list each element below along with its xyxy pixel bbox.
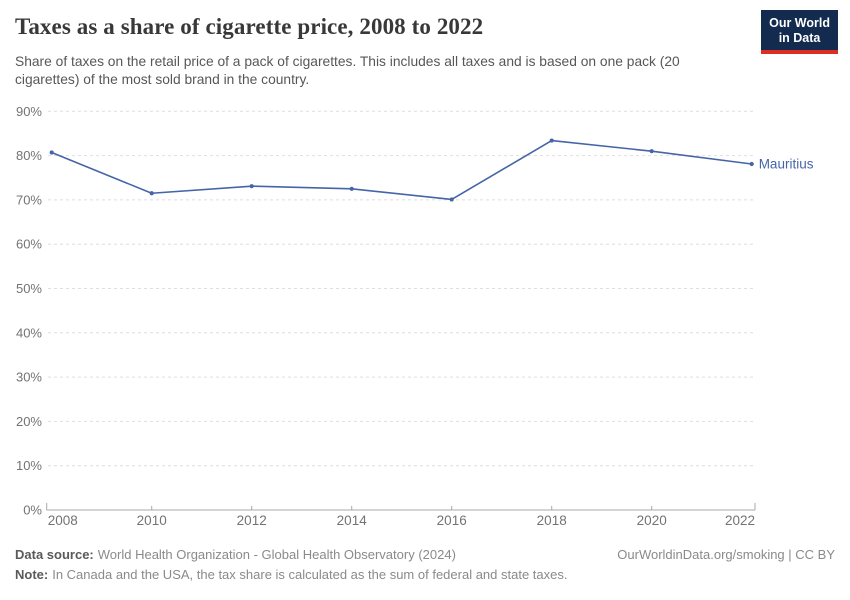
note-text: In Canada and the USA, the tax share is …: [52, 567, 568, 582]
owid-logo[interactable]: Our World in Data: [761, 10, 838, 54]
page-title: Taxes as a share of cigarette price, 200…: [15, 14, 484, 39]
x-tick-label-2012: 2012: [237, 513, 267, 528]
chart-footer: Data source: World Health Organization - …: [15, 547, 835, 582]
y-tick-label-30: 30%: [16, 370, 42, 385]
x-tick-label-2010: 2010: [137, 513, 167, 528]
chart-area: 0% 10% 20% 30% 40% 50% 60% 70% 80% 90% 2008 2010 201…: [0, 95, 850, 540]
data-source-text: World Health Organization - Global Healt…: [97, 547, 456, 562]
x-tick-label-2020: 2020: [637, 513, 667, 528]
series-line-mauritius[interactable]: [50, 139, 753, 201]
x-tick-label-2016: 2016: [437, 513, 467, 528]
y-tick-label-20: 20%: [16, 414, 42, 429]
chart-canvas[interactable]: 0% 10% 20% 30% 40% 50% 60% 70% 80% 90% 2008 2010 201…: [0, 95, 850, 540]
data-point-2020[interactable]: [649, 149, 654, 154]
y-tick-label-70: 70%: [16, 192, 42, 207]
series-end-label[interactable]: Mauritius: [759, 157, 814, 172]
y-tick-label-40: 40%: [16, 325, 42, 340]
y-tick-label-10: 10%: [16, 458, 42, 473]
owid-logo-line2: in Data: [778, 30, 821, 45]
data-point-2014[interactable]: [349, 186, 354, 191]
x-tick-label-2018: 2018: [537, 513, 567, 528]
note-label: Note:: [15, 567, 49, 582]
data-point-2022[interactable]: [749, 161, 754, 167]
x-tick-label-2022: 2022: [725, 513, 755, 528]
y-tick-label-60: 60%: [16, 237, 42, 252]
data-point-2018[interactable]: [549, 138, 554, 143]
y-tick-label-90: 90%: [16, 104, 42, 119]
owid-logo-line1: Our World: [769, 16, 830, 30]
license-link[interactable]: OurWorldinData.org/smoking | CC BY: [617, 547, 835, 562]
data-point-2012[interactable]: [249, 184, 254, 189]
data-point-2008[interactable]: [49, 150, 54, 155]
x-tick-label-2014: 2014: [337, 513, 368, 528]
data-source-label: Data source:: [15, 547, 94, 562]
y-tick-label-0: 0%: [23, 503, 42, 518]
data-point-2016[interactable]: [449, 197, 454, 202]
chart-subtitle: Share of taxes on the retail price of a …: [15, 54, 680, 88]
data-point-2010[interactable]: [149, 191, 154, 196]
data-source-line: Data source: World Health Organization - …: [15, 547, 456, 562]
x-tick-label-2008: 2008: [48, 513, 78, 528]
y-tick-label-80: 80%: [16, 148, 42, 163]
y-tick-label-50: 50%: [16, 281, 42, 296]
